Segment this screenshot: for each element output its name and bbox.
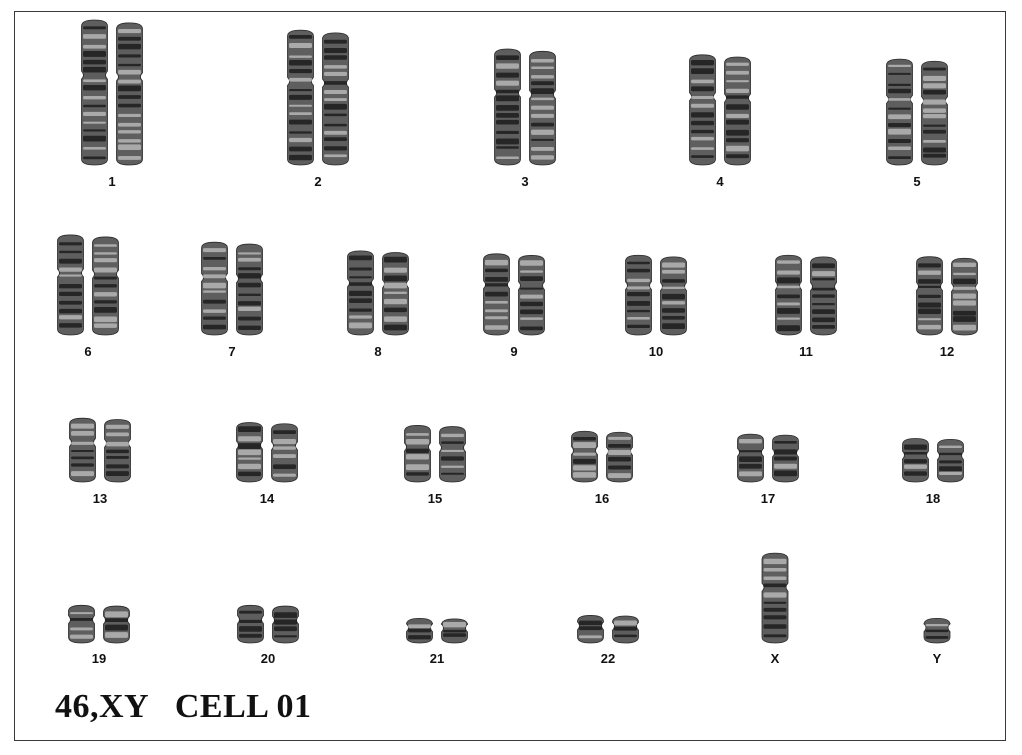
chromosome-pair-6: 6: [57, 234, 119, 359]
chromosome-12-a: [916, 256, 943, 336]
chromosome-19-b: [103, 605, 130, 644]
chromosome-pair-21: 21: [406, 617, 468, 666]
chromosome-label-17: 17: [761, 491, 775, 506]
karyotype-caption: 46,XY CELL 01: [55, 688, 312, 725]
chromosome-pair-13: 13: [69, 417, 131, 506]
chromosome-label-7: 7: [228, 344, 235, 359]
chromosome-pair-17: 17: [737, 433, 799, 506]
chromosome-21-b: [441, 618, 468, 644]
chromosome-7-a: [201, 241, 228, 336]
chromosome-19-a: [68, 604, 95, 644]
chromosome-10-a: [625, 254, 652, 336]
chromosome-20-a: [237, 604, 264, 644]
chromosome-16-b: [606, 431, 633, 483]
chromosome-pair-16: 16: [571, 430, 633, 506]
chromosome-pair-2: 2: [287, 29, 349, 189]
chromosome-17-a: [737, 433, 764, 483]
chromosome-22-a: [577, 615, 604, 644]
chromosome-label-19: 19: [92, 651, 106, 666]
chromosome-y: [923, 617, 951, 644]
chromosome-pair-15: 15: [404, 425, 466, 506]
chromosome-pair-14: 14: [236, 422, 298, 506]
chromosome-label-18: 18: [926, 491, 940, 506]
chromosome-label-21: 21: [430, 651, 444, 666]
chromosome-pair-4: 4: [689, 54, 751, 189]
chromosome-11-a: [775, 254, 802, 336]
chromosome-label-2: 2: [314, 174, 321, 189]
chromosome-pair-3: 3: [494, 48, 556, 189]
chromosome-13-a: [69, 417, 96, 483]
chromosome-pair-12: 12: [916, 256, 978, 359]
chromosome-pair-1: 1: [81, 19, 143, 189]
chromosome-6-b: [92, 236, 119, 336]
chromosome-5-a: [886, 58, 913, 166]
chromosome-label-8: 8: [374, 344, 381, 359]
chromosome-pair-11: 11: [775, 254, 837, 359]
chromosome-pair-8: 8: [347, 250, 409, 359]
chromosome-9-b: [518, 255, 545, 336]
chromosome-8-a: [347, 250, 374, 336]
chromosome-1-a: [81, 19, 108, 166]
chromosome-10-b: [660, 256, 687, 336]
chromosome-13-b: [104, 419, 131, 483]
chromosome-label-y: Y: [933, 651, 942, 666]
chromosome-label-5: 5: [913, 174, 920, 189]
chromosome-22-b: [612, 615, 639, 644]
chromosome-label-15: 15: [428, 491, 442, 506]
chromosome-15-a: [404, 425, 431, 483]
chromosome-label-20: 20: [261, 651, 275, 666]
chromosome-label-11: 11: [799, 344, 813, 359]
chromosome-label-10: 10: [649, 344, 663, 359]
chromosome-pair-20: 20: [237, 604, 299, 666]
chromosome-label-16: 16: [595, 491, 609, 506]
chromosome-label-3: 3: [521, 174, 528, 189]
chromosome-17-b: [772, 434, 799, 483]
chromosome-label-22: 22: [601, 651, 615, 666]
chromosome-7-b: [236, 243, 263, 336]
chromosome-label-x: X: [771, 651, 780, 666]
chromosome-pair-y: Y: [923, 617, 951, 666]
chromosome-2-a: [287, 29, 314, 166]
chromosome-label-14: 14: [260, 491, 275, 506]
chromosome-14-a: [236, 422, 263, 483]
chromosome-18-b: [937, 438, 964, 483]
chromosome-20-b: [272, 605, 299, 644]
chromosome-4-a: [689, 54, 716, 166]
chromosome-8-b: [382, 252, 409, 336]
chromosome-label-12: 12: [940, 344, 954, 359]
chromosome-5-b: [921, 60, 948, 166]
chromosome-18-a: [902, 438, 929, 483]
chromosome-label-13: 13: [93, 491, 107, 506]
chromosome-pair-9: 9: [483, 253, 545, 359]
chromosome-pair-10: 10: [625, 254, 687, 359]
chromosome-pair-18: 18: [902, 438, 964, 506]
chromosome-3-a: [494, 48, 521, 166]
chromosome-label-6: 6: [84, 344, 91, 359]
chromosome-pair-7: 7: [201, 241, 263, 359]
chromosome-label-9: 9: [510, 344, 517, 359]
chromosome-2-b: [322, 32, 349, 166]
chromosome-pair-22: 22: [577, 615, 639, 666]
chromosome-9-a: [483, 253, 510, 336]
chromosome-1-b: [116, 22, 143, 166]
chromosome-14-b: [271, 423, 298, 483]
chromosome-16-a: [571, 430, 598, 483]
chromosome-pair-19: 19: [68, 604, 130, 666]
chromosome-pair-5: 5: [886, 58, 948, 189]
chromosome-4-b: [724, 56, 751, 166]
chromosome-6-a: [57, 234, 84, 336]
chromosome-pair-x: X: [761, 552, 789, 666]
chromosome-x: [761, 552, 789, 644]
chromosome-label-4: 4: [716, 174, 724, 189]
chromosome-3-b: [529, 50, 556, 166]
chromosome-11-b: [810, 256, 837, 336]
chromosome-21-a: [406, 617, 433, 644]
chromosome-label-1: 1: [108, 174, 115, 189]
chromosome-15-b: [439, 426, 466, 483]
chromosome-12-b: [951, 257, 978, 336]
